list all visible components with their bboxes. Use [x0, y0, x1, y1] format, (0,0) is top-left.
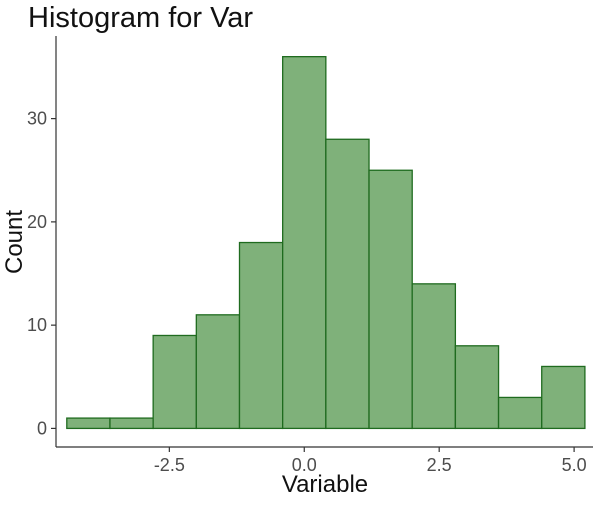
- histogram-bar-11: [497, 396, 543, 430]
- histogram-bar-12: [541, 365, 586, 430]
- y-tick-label: 30: [27, 109, 47, 129]
- histogram-bar-5: [238, 241, 284, 430]
- y-tick-label: 10: [27, 315, 47, 335]
- histogram-bar-9: [411, 283, 457, 430]
- histogram-bar-7: [325, 138, 370, 430]
- histogram-bar-2: [109, 417, 154, 430]
- x-tick-label: 5.0: [562, 455, 587, 475]
- y-ticks-group: 0 10 20 30: [27, 109, 56, 438]
- histogram-bar-4: [195, 314, 241, 430]
- y-axis-label: Count: [1, 210, 28, 274]
- y-tick-label: 20: [27, 212, 47, 232]
- histogram-bars: [66, 56, 586, 430]
- x-tick-label: -2.5: [154, 455, 185, 475]
- histogram-bar-3: [152, 334, 197, 430]
- x-axis-label: Variable: [282, 471, 368, 498]
- x-ticks-group: -2.5 0.0 2.5 5.0: [154, 447, 587, 475]
- chart-title: Histogram for Var: [28, 2, 253, 34]
- histogram-bar-6: [282, 56, 327, 430]
- histogram-bar-10: [454, 345, 500, 430]
- histogram-bar-1: [66, 417, 111, 430]
- x-tick-label: 0.0: [292, 455, 317, 475]
- axes-group: -2.5 0.0 2.5 5.0 0 10 20 30: [27, 36, 593, 475]
- histogram-bar-8: [368, 169, 413, 430]
- y-tick-label: 0: [37, 418, 47, 438]
- x-tick-label: 2.5: [427, 455, 452, 475]
